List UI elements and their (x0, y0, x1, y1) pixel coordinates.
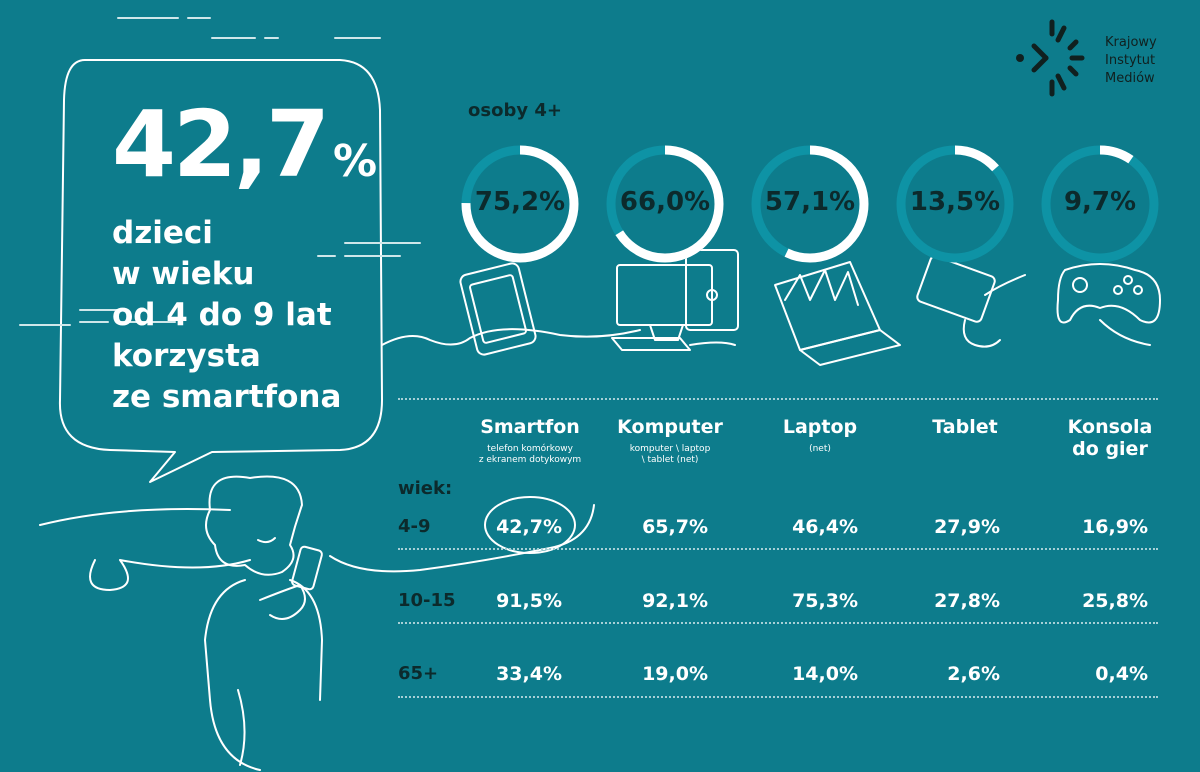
column-header: Laptop (782, 416, 858, 438)
ring-value-label: 9,7% (1063, 187, 1137, 217)
gamepad-drawing (1056, 263, 1161, 346)
logo-line: Mediów (1105, 71, 1155, 86)
smartphone-drawing (459, 262, 537, 356)
logo-line: Krajowy (1105, 35, 1157, 50)
table-cell: 65,7% (642, 516, 708, 538)
column-header: Konsola (1067, 416, 1153, 438)
table-cell: 91,5% (496, 590, 562, 612)
table-row-label: 4-9 (398, 516, 431, 537)
table-cell: 25,8% (1082, 590, 1148, 612)
table-cell: 33,4% (496, 663, 562, 685)
table-row-divider (398, 622, 1158, 624)
table-cell: 42,7% (496, 516, 562, 538)
decorative-dashes (19, 17, 421, 326)
headline-line: w wieku (112, 256, 255, 292)
table-cell: 27,9% (934, 516, 1000, 538)
row-header-label: wiek: (398, 478, 453, 499)
table-row-divider (398, 696, 1158, 698)
ring-chart-title: osoby 4+ (468, 100, 562, 121)
ring-value-arc-laptop (751, 145, 869, 263)
desktop-computer-drawing (611, 249, 739, 351)
table-row-label: 65+ (398, 663, 439, 684)
ring-value-label: 66,0% (619, 187, 711, 217)
boy-with-phone-drawing (204, 475, 323, 771)
table-row-divider (398, 548, 1158, 550)
table-cell: 0,4% (1095, 663, 1148, 685)
device-usage-rings (461, 145, 1159, 263)
column-header-note: z ekranem dotykowym (478, 455, 582, 465)
column-header-note: telefon komórkowy (487, 444, 573, 454)
column-header: Tablet (932, 416, 998, 438)
kim-logo-icon (1016, 19, 1085, 97)
ring-value-arc-gamepad (1041, 145, 1159, 263)
headline-line: korzysta (112, 338, 261, 374)
logo-wordmark: Krajowy Instytut Mediów (1105, 34, 1157, 88)
table-cell: 19,0% (642, 663, 708, 685)
headline-text: dzieci w wieku od 4 do 9 lat korzysta ze… (112, 213, 341, 418)
headline-line: ze smartfona (112, 379, 342, 415)
tablet-drawing (916, 255, 1026, 348)
ring-value-arc-smartphone (461, 145, 579, 263)
headline-line: dzieci (112, 215, 213, 251)
laptop-drawing (774, 261, 901, 366)
ring-value-arc-desktop-computer (606, 145, 724, 263)
column-header-note: \ tablet (net) (641, 455, 699, 465)
table-cell: 46,4% (792, 516, 858, 538)
headline-line: od 4 do 9 lat (112, 297, 332, 333)
column-header-note: komputer \ laptop (629, 444, 711, 454)
column-header: do gier (1072, 438, 1148, 460)
table-cell: 92,1% (642, 590, 708, 612)
speech-bubble-outline (58, 59, 383, 483)
table-cell: 2,6% (947, 663, 1000, 685)
ring-value-label: 75,2% (474, 187, 566, 217)
ring-value-label: 13,5% (909, 187, 1001, 217)
ring-value-arc-tablet (896, 145, 1014, 263)
table-cell: 27,8% (934, 590, 1000, 612)
headline-big-number: 42,7% (112, 91, 378, 198)
highlight-circle (484, 496, 576, 554)
table-cell: 75,3% (792, 590, 858, 612)
table-row-label: 10-15 (398, 590, 456, 611)
ring-value-label: 57,1% (764, 187, 856, 217)
table-cell: 16,9% (1082, 516, 1148, 538)
table-row-divider (398, 398, 1158, 400)
logo-line: Instytut (1105, 53, 1156, 68)
table-cell: 14,0% (792, 663, 858, 685)
column-header: Komputer (617, 416, 723, 438)
column-header-note: (net) (809, 444, 831, 454)
column-header: Smartfon (480, 416, 580, 438)
